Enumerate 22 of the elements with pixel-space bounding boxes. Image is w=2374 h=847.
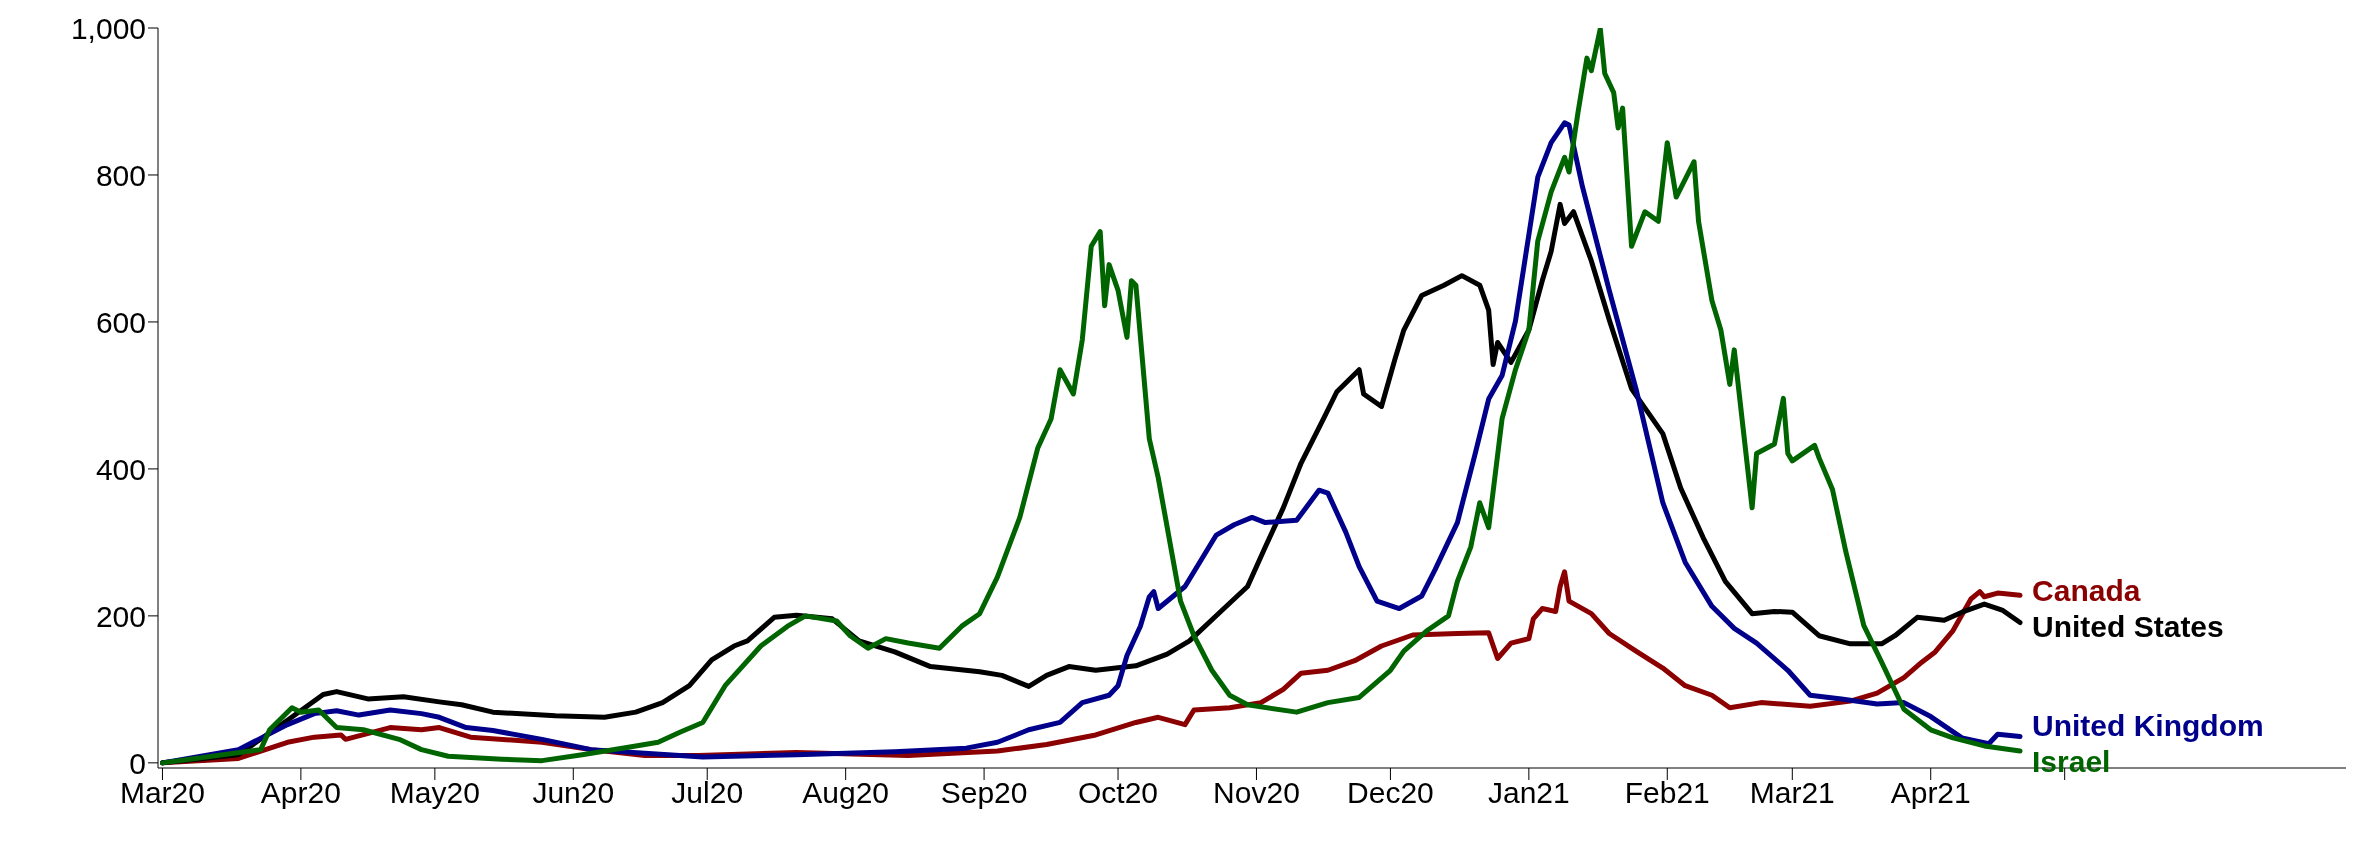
x-tick-label: Dec20	[1347, 776, 1434, 810]
series-label: Canada	[2032, 574, 2141, 608]
x-tick-label: Sep20	[940, 776, 1028, 810]
x-tick-label: Feb21	[1624, 776, 1710, 810]
x-tick-label: Oct20	[1078, 776, 1159, 810]
x-tick-label: May20	[389, 776, 480, 810]
x-tick-label: Jul20	[671, 776, 744, 810]
y-tick-label: 800	[95, 158, 146, 192]
y-tick-label: 1,000	[70, 11, 146, 45]
x-tick-label: Mar21	[1749, 776, 1835, 810]
x-tick-label: Nov20	[1213, 776, 1300, 810]
series-label: Israel	[2032, 745, 2111, 779]
x-tick-label: Jan21	[1487, 776, 1570, 810]
series-label: United Kingdom	[2032, 709, 2264, 743]
x-tick-label: Apr21	[1890, 776, 1971, 810]
series-label: United States	[2032, 610, 2224, 644]
y-tick-label: 200	[95, 599, 146, 633]
y-tick-label: 600	[95, 305, 146, 339]
y-tick-label: 400	[95, 452, 146, 486]
x-tick-label: Jun20	[532, 776, 615, 810]
x-tick-label: Apr20	[260, 776, 341, 810]
x-tick-label: Aug20	[802, 776, 890, 810]
